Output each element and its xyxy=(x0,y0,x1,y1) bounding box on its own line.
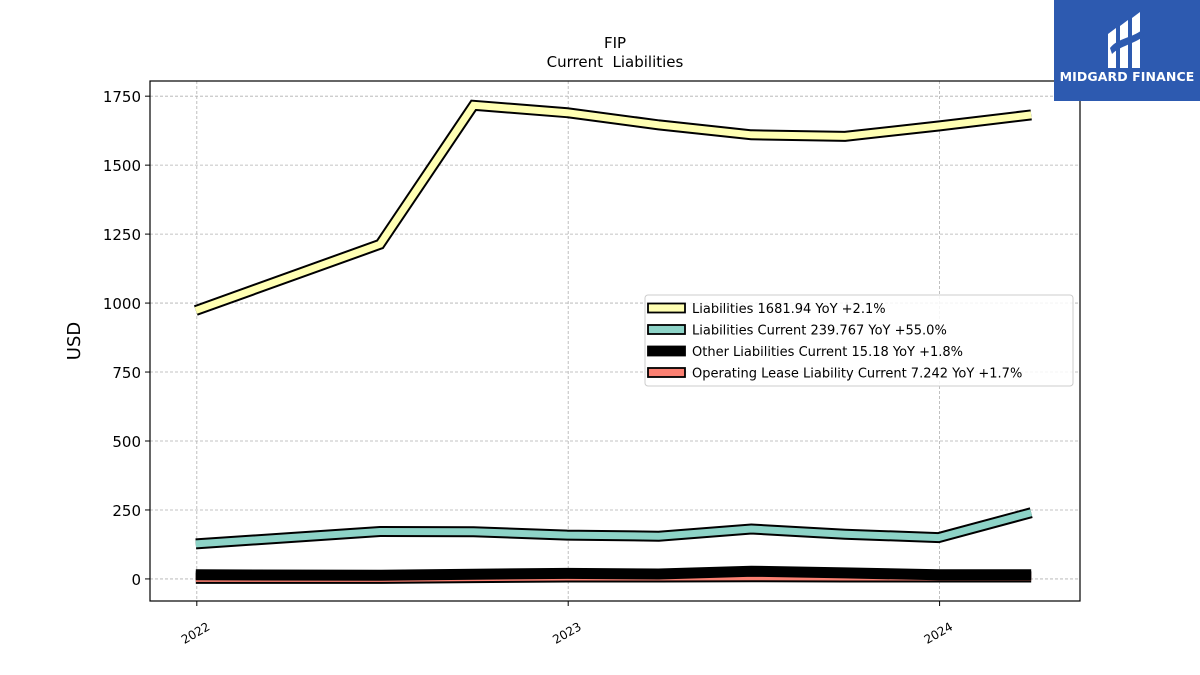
plot-frame xyxy=(149,80,1081,602)
y-tick-label: 1500 xyxy=(103,157,141,175)
series-other-liabilities-current xyxy=(195,565,1032,581)
legend-entry: Operating Lease Liability Current 7.242 … xyxy=(692,367,1022,382)
y-tick-label: 1750 xyxy=(103,88,141,106)
y-tick-label: 0 xyxy=(131,571,141,589)
brand-logo: MIDGARD FINANCE xyxy=(1054,0,1200,101)
legend-box xyxy=(644,294,1074,387)
legend-entry: Liabilities Current 239.767 YoY +55.0% xyxy=(692,324,947,339)
y-axis: 0 250 500 750 1000 1250 1500 1750 xyxy=(103,88,150,589)
y-tick-label: 250 xyxy=(112,502,141,520)
legend-swatch xyxy=(647,324,686,335)
legend: Liabilities 1681.94 YoY +2.1% Liabilities… xyxy=(644,294,1074,387)
x-tick-label: 2023 xyxy=(550,619,583,646)
series-line xyxy=(195,567,1032,579)
y-axis-label: USD xyxy=(64,322,85,360)
midgard-logo-icon xyxy=(1108,12,1144,68)
series-outline xyxy=(193,99,1032,316)
series-liabilities xyxy=(193,99,1032,316)
legend-entry: Liabilities 1681.94 YoY +2.1% xyxy=(692,302,886,317)
chart-subtitle: Current Liabilities xyxy=(547,53,684,71)
series-line xyxy=(194,101,1032,314)
y-tick-label: 750 xyxy=(112,364,141,382)
brand-name: MIDGARD FINANCE xyxy=(1059,69,1195,84)
legend-entry: Other Liabilities Current 15.18 YoY +1.8… xyxy=(692,345,963,360)
series-liabilities-current xyxy=(195,507,1033,550)
series-layer xyxy=(193,99,1033,584)
x-tick-label: 2024 xyxy=(922,619,955,646)
x-axis: 2022 2023 2024 xyxy=(179,601,955,647)
legend-swatch xyxy=(647,345,686,357)
y-tick-label: 500 xyxy=(112,433,141,451)
legend-swatch xyxy=(647,367,686,378)
y-tick-label: 1250 xyxy=(103,226,141,244)
chart-title: FIP xyxy=(604,34,626,52)
series-line xyxy=(195,509,1033,548)
x-tick-label: 2022 xyxy=(179,619,212,646)
legend-swatch xyxy=(647,302,686,314)
y-tick-label: 1000 xyxy=(103,295,141,313)
